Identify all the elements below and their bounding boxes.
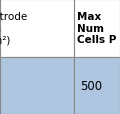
Text: 500: 500 [80, 79, 102, 92]
FancyBboxPatch shape [0, 0, 74, 57]
FancyBboxPatch shape [74, 0, 120, 57]
FancyBboxPatch shape [0, 57, 74, 114]
Text: Electrode
Area
(mm²): Electrode Area (mm²) [0, 12, 28, 45]
Text: Max
Num
Cells P: Max Num Cells P [77, 12, 116, 45]
FancyBboxPatch shape [74, 57, 120, 114]
